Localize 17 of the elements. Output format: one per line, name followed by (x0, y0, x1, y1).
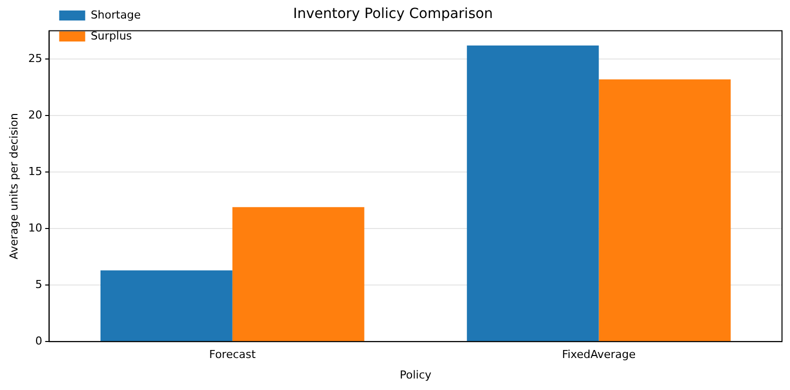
y-tick-label: 5 (35, 278, 42, 291)
legend-label: Surplus (90, 29, 132, 42)
y-axis-title: Average units per decision (7, 113, 20, 260)
y-tick-label: 10 (28, 221, 42, 234)
legend-label: Shortage (90, 8, 141, 22)
y-tick-label: 25 (28, 52, 42, 65)
bar (466, 45, 599, 342)
y-tick-label: 20 (28, 108, 42, 122)
x-tick-label: Forecast (209, 348, 256, 362)
bar (100, 270, 232, 342)
bar (598, 79, 731, 342)
x-axis-title: Policy (400, 368, 432, 382)
chart-title: Inventory Policy Comparison (293, 6, 493, 22)
y-tick-label: 0 (35, 334, 42, 348)
x-tick-label: FixedAverage (562, 348, 636, 362)
bar (232, 207, 364, 342)
y-tick-label: 15 (28, 164, 42, 178)
